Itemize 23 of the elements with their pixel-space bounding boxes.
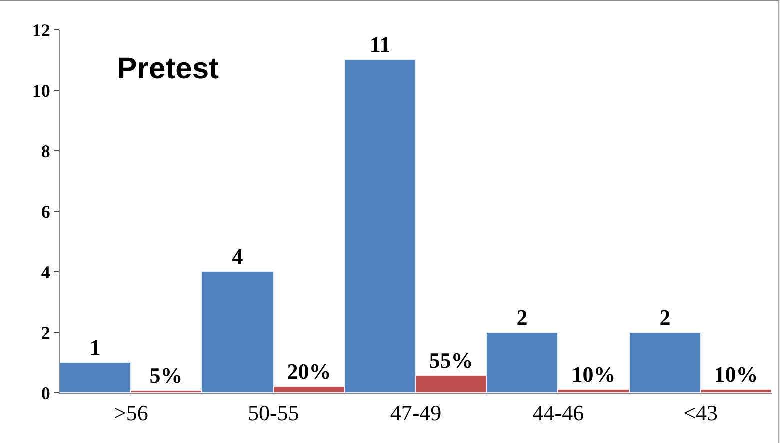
data-label: 2 [516,304,528,330]
data-label: 10% [572,362,616,387]
y-tick-label: 2 [41,322,50,343]
data-label: 10% [714,362,758,387]
data-label: 55% [429,348,474,373]
data-label: 1 [90,334,101,360]
data-label: 4 [232,244,244,269]
y-tick-label: 4 [41,262,50,282]
text: Pretest [117,52,220,86]
x-tick-label: 50-55 [248,400,300,426]
x-tick-label: 44-46 [532,400,584,426]
y-tick-label: 12 [32,20,50,40]
y-tick-label: 0 [41,383,50,404]
x-tick-label: 47-49 [390,400,442,426]
data-label: 5% [150,362,183,388]
y-tick-label: 6 [41,202,50,222]
data-label: 11 [370,32,391,57]
data-label: 2 [660,304,671,330]
data-label: 20% [287,358,332,384]
x-tick-label: <43 [684,400,718,426]
y-tick-label: 8 [41,141,50,162]
x-tick-label: >56 [114,400,148,426]
y-tick-label: 10 [32,80,50,101]
